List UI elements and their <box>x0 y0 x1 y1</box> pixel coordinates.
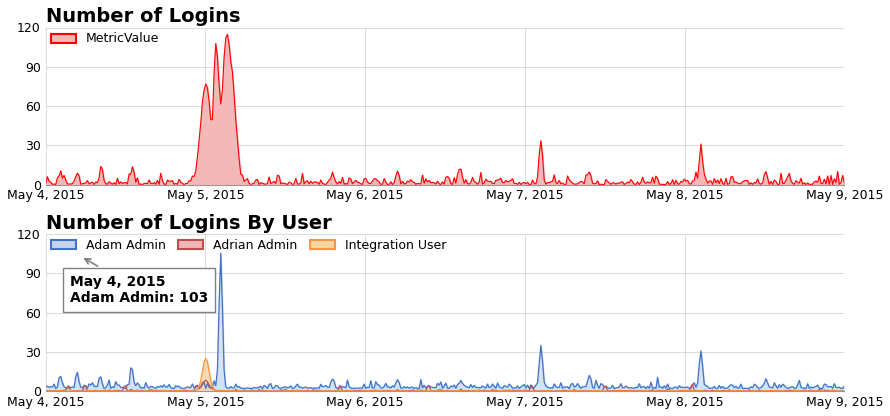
Text: Number of Logins: Number of Logins <box>45 7 240 26</box>
Text: May 4, 2015
Adam Admin: 103: May 4, 2015 Adam Admin: 103 <box>69 259 208 305</box>
Text: Number of Logins By User: Number of Logins By User <box>45 213 331 233</box>
Legend: Adam Admin, Adrian Admin, Integration User: Adam Admin, Adrian Admin, Integration Us… <box>45 234 451 257</box>
Legend: MetricValue: MetricValue <box>45 27 164 50</box>
